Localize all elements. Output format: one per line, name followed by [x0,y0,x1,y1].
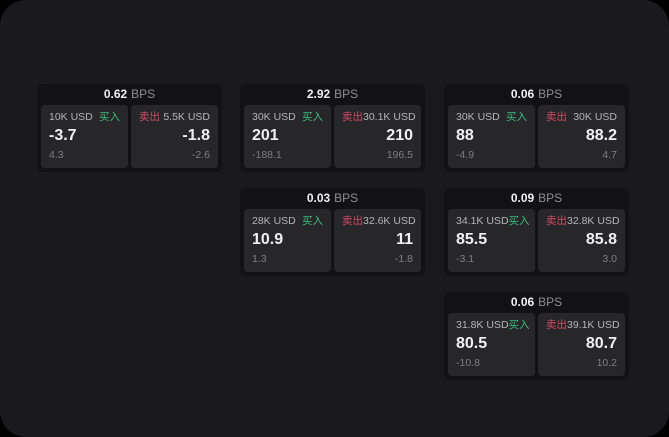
buy-side-label: 买入 [508,215,530,227]
buy-side-label: 买入 [99,111,120,123]
buy-size: 31.8K USD [456,319,509,331]
sell-price: 80.7 [585,335,617,352]
sell-size: 32.8K USD [567,215,620,227]
quote-card: 2.92 BPS 30K USD 买入 201 -188.1 卖出 30.1K … [240,84,425,172]
quote-card: 0.06 BPS 31.8K USD 买入 80.5 -10.8 卖出 39.1… [444,292,629,380]
spread-unit: BPS [131,87,156,101]
buy-side-label: 买入 [302,215,323,227]
sell-size: 30K USD [573,111,617,123]
sell-price: -1.8 [182,127,210,144]
buy-size: 28K USD [252,215,296,227]
sell-sub-value: -1.8 [394,253,413,265]
spread-value: 2.92 [306,87,331,101]
sell-size: 39.1K USD [567,319,620,331]
sell-panel[interactable]: 卖出 39.1K USD 80.7 10.2 [538,313,625,376]
buy-size: 30K USD [252,111,296,123]
spread-header: 0.06 BPS [448,84,625,105]
sell-side-label: 卖出 [342,215,363,227]
quote-panels: 10K USD 买入 -3.7 4.3 卖出 5.5K USD -1.8 -2.… [41,105,218,168]
quote-panels: 30K USD 买入 88 -4.9 卖出 30K USD 88.2 4.7 [448,105,625,168]
spread-unit: BPS [334,87,359,101]
buy-sub-value: -4.9 [456,149,475,161]
sell-panel[interactable]: 卖出 32.6K USD 11 -1.8 [334,209,421,272]
quote-panels: 30K USD 买入 201 -188.1 卖出 30.1K USD 210 1… [244,105,421,168]
buy-price: 10.9 [252,231,284,248]
sell-price: 11 [396,231,413,248]
sell-side-label: 卖出 [342,111,363,123]
sell-panel[interactable]: 卖出 30.1K USD 210 196.5 [334,105,421,168]
buy-side-label: 买入 [302,111,323,123]
buy-panel[interactable]: 31.8K USD 买入 80.5 -10.8 [448,313,535,376]
quote-card: 0.06 BPS 30K USD 买入 88 -4.9 卖出 30K USD 8… [444,84,629,172]
sell-sub-value: 4.7 [602,149,617,161]
buy-size: 10K USD [49,111,93,123]
spread-header: 0.03 BPS [244,188,421,209]
sell-panel[interactable]: 卖出 32.8K USD 85.8 3.0 [538,209,625,272]
spread-header: 0.62 BPS [41,84,218,105]
buy-panel[interactable]: 34.1K USD 买入 85.5 -3.1 [448,209,535,272]
buy-panel[interactable]: 10K USD 买入 -3.7 4.3 [41,105,128,168]
buy-price: 201 [252,127,279,144]
spread-value: 0.03 [306,191,331,205]
buy-side-label: 买入 [508,319,530,331]
sell-size: 5.5K USD [163,111,210,123]
quote-panels: 31.8K USD 买入 80.5 -10.8 卖出 39.1K USD 80.… [448,313,625,376]
sell-price: 88.2 [585,127,617,144]
buy-side-label: 买入 [506,111,527,123]
spread-value: 0.09 [510,191,535,205]
quote-card: 0.09 BPS 34.1K USD 买入 85.5 -3.1 卖出 32.8K… [444,188,629,276]
quote-panels: 34.1K USD 买入 85.5 -3.1 卖出 32.8K USD 85.8… [448,209,625,272]
buy-price: -3.7 [49,127,77,144]
buy-sub-value: 4.3 [49,149,64,161]
spread-unit: BPS [538,295,563,309]
sell-panel[interactable]: 卖出 5.5K USD -1.8 -2.6 [131,105,218,168]
buy-price: 80.5 [456,335,488,352]
sell-size: 32.6K USD [363,215,416,227]
buy-panel[interactable]: 28K USD 买入 10.9 1.3 [244,209,331,272]
buy-size: 34.1K USD [456,215,509,227]
quote-panels: 28K USD 买入 10.9 1.3 卖出 32.6K USD 11 -1.8 [244,209,421,272]
spread-header: 0.06 BPS [448,292,625,313]
spread-value: 0.06 [510,295,535,309]
sell-sub-value: 10.2 [596,357,617,369]
buy-panel[interactable]: 30K USD 买入 88 -4.9 [448,105,535,168]
sell-side-label: 卖出 [546,215,567,227]
sell-sub-value: 196.5 [386,149,413,161]
spread-header: 2.92 BPS [244,84,421,105]
buy-sub-value: -188.1 [252,149,282,161]
quote-card: 0.03 BPS 28K USD 买入 10.9 1.3 卖出 32.6K US… [240,188,425,276]
buy-sub-value: -10.8 [456,357,480,369]
buy-panel[interactable]: 30K USD 买入 201 -188.1 [244,105,331,168]
spread-unit: BPS [538,87,563,101]
sell-side-label: 卖出 [546,111,567,123]
sell-side-label: 卖出 [546,319,567,331]
spread-header: 0.09 BPS [448,188,625,209]
spread-unit: BPS [538,191,563,205]
sell-panel[interactable]: 卖出 30K USD 88.2 4.7 [538,105,625,168]
sell-price: 210 [386,127,413,144]
buy-price: 88 [456,127,474,144]
spread-value: 0.06 [510,87,535,101]
buy-sub-value: -3.1 [456,253,475,265]
sell-size: 30.1K USD [363,111,416,123]
sell-side-label: 卖出 [139,111,160,123]
buy-size: 30K USD [456,111,500,123]
spread-unit: BPS [334,191,359,205]
sell-price: 85.8 [585,231,617,248]
sell-sub-value: 3.0 [602,253,617,265]
buy-price: 85.5 [456,231,488,248]
sell-sub-value: -2.6 [191,149,210,161]
quote-card: 0.62 BPS 10K USD 买入 -3.7 4.3 卖出 5.5K USD… [37,84,222,172]
buy-sub-value: 1.3 [252,253,267,265]
spread-value: 0.62 [103,87,128,101]
